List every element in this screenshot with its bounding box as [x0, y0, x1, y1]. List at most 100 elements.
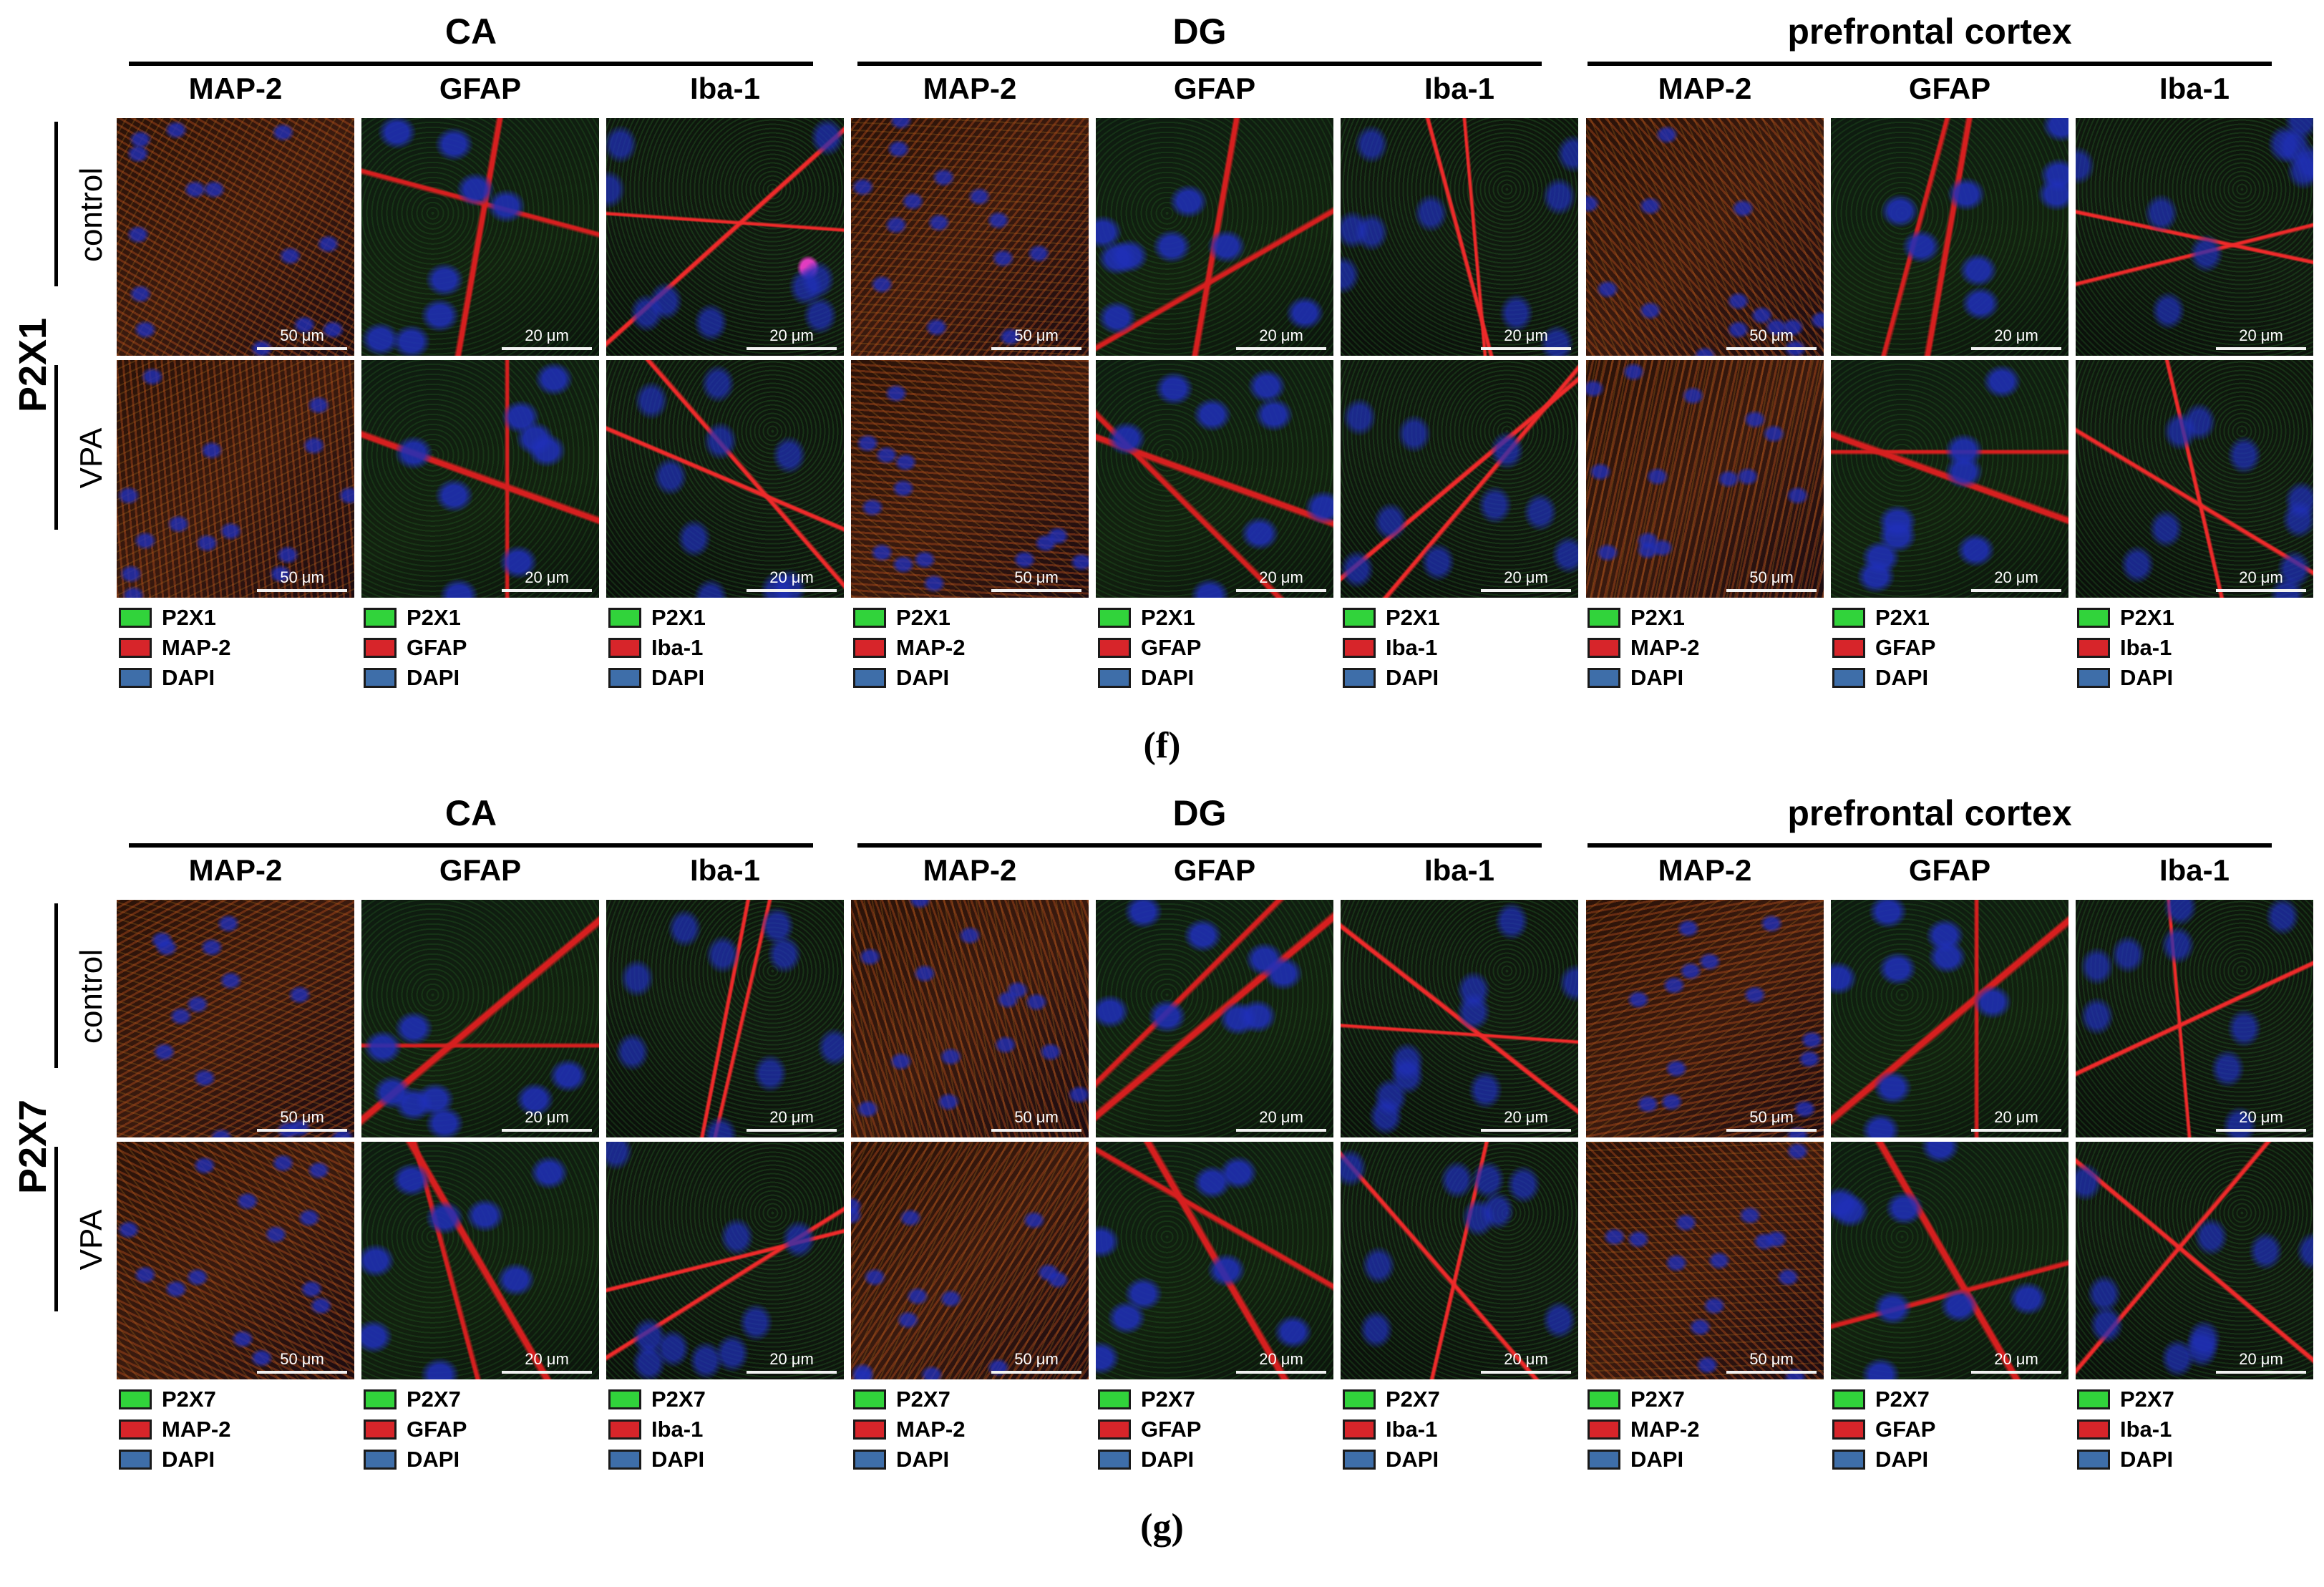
scale-bar-label: 20 μm	[769, 1108, 814, 1126]
legend-label: DAPI	[2120, 665, 2174, 690]
legend-item: P2X1	[364, 603, 600, 633]
channel-legend: P2X7 Iba-1 DAPI	[608, 1384, 845, 1475]
legend-item: DAPI	[119, 1445, 355, 1475]
marker-header: MAP-2	[188, 853, 283, 887]
channel-legend: P2X1 Iba-1 DAPI	[608, 603, 845, 693]
scale-bar-label: 20 μm	[2239, 1108, 2283, 1126]
legend-label: DAPI	[1386, 1447, 1439, 1472]
legend-item: DAPI	[119, 663, 355, 693]
legend-swatch	[364, 638, 397, 658]
scale-bar: 20 μm	[502, 569, 592, 592]
legend-item: P2X1	[2077, 603, 2313, 633]
legend-swatch	[1098, 1450, 1131, 1470]
legend-item: Iba-1	[608, 1414, 845, 1445]
micrograph-dg-map-2-VPA: 50 μm	[851, 360, 1089, 598]
micrograph-image	[1096, 900, 1333, 1137]
marker-header: Iba-1	[2159, 72, 2230, 105]
legend-swatch	[2077, 668, 2110, 688]
micrograph-image	[1096, 1142, 1333, 1379]
micrograph-image	[2076, 360, 2313, 598]
micrograph-prefrontal-cortex-gfap-control: 20 μm	[1831, 118, 2068, 356]
channel-legend: P2X1 Iba-1 DAPI	[1343, 603, 1579, 693]
legend-label: P2X7	[407, 1387, 461, 1412]
legend-swatch	[1098, 638, 1131, 658]
legend-label: MAP-2	[896, 1417, 966, 1442]
legend-item: P2X7	[2077, 1384, 2313, 1414]
scale-bar-line	[257, 1371, 347, 1374]
channel-legend: P2X1 GFAP DAPI	[1098, 603, 1334, 693]
channel-legend: P2X7 MAP-2 DAPI	[853, 1384, 1089, 1475]
scale-bar-line	[1481, 589, 1571, 592]
micrograph-dg-gfap-control: 20 μm	[1096, 900, 1333, 1137]
scale-bar: 20 μm	[2216, 1109, 2306, 1132]
scale-bar-line	[1236, 1371, 1326, 1374]
legend-label: Iba-1	[2120, 635, 2172, 660]
micrograph-dg-map-2-control: 50 μm	[851, 118, 1089, 356]
legend-label: Iba-1	[1386, 635, 1438, 660]
region-title: DG	[1172, 11, 1227, 52]
condition-label-text: VPA	[74, 427, 109, 489]
region-title: DG	[1172, 793, 1227, 833]
legend-item: Iba-1	[2077, 1414, 2313, 1445]
scale-bar-line	[1726, 1371, 1817, 1374]
scale-bar-label: 50 μm	[280, 1350, 324, 1368]
scale-bar-label: 20 μm	[525, 1108, 569, 1126]
scale-bar-line	[991, 347, 1081, 350]
scale-bar-line	[1236, 589, 1326, 592]
scale-bar: 50 μm	[991, 327, 1081, 350]
micrograph-image	[361, 360, 599, 598]
marker-header: MAP-2	[1658, 72, 1752, 105]
condition-label-text: control	[74, 948, 109, 1044]
legend-label: P2X1	[896, 605, 950, 630]
legend-label: MAP-2	[1630, 635, 1700, 660]
scale-bar: 20 μm	[1971, 1351, 2061, 1374]
scale-bar-label: 20 μm	[1994, 326, 2038, 344]
legend-item: Iba-1	[2077, 633, 2313, 663]
micrograph-dg-gfap-VPA: 20 μm	[1096, 1142, 1333, 1379]
micrograph-image	[361, 900, 599, 1137]
scale-bar-line	[747, 1371, 837, 1374]
legend-swatch	[1832, 1419, 1865, 1440]
legend-swatch	[1588, 668, 1620, 688]
scale-bar: 20 μm	[2216, 569, 2306, 592]
legend-label: P2X1	[1630, 605, 1685, 630]
legend-label: DAPI	[407, 1447, 460, 1472]
scale-bar-line	[1971, 1371, 2061, 1374]
condition-bracket	[54, 365, 58, 530]
region-underline	[857, 62, 1542, 66]
legend-label: DAPI	[1141, 1447, 1195, 1472]
legend-item: DAPI	[364, 663, 600, 693]
legend-item: P2X1	[853, 603, 1089, 633]
marker-header: MAP-2	[923, 72, 1017, 105]
legend-label: Iba-1	[651, 1417, 704, 1442]
condition-label-text: VPA	[74, 1209, 109, 1271]
scale-bar-line	[1481, 1129, 1571, 1132]
scale-bar: 20 μm	[1971, 327, 2061, 350]
figure-caption: (g)	[1140, 1507, 1184, 1548]
scale-bar-label: 50 μm	[280, 1108, 324, 1126]
channel-legend: P2X7 GFAP DAPI	[364, 1384, 600, 1475]
legend-swatch	[2077, 1450, 2110, 1470]
scale-bar-line	[502, 589, 592, 592]
scale-bar-line	[1726, 589, 1817, 592]
micrograph-image	[851, 1142, 1089, 1379]
legend-swatch	[119, 638, 152, 658]
marker-header: GFAP	[1908, 853, 1991, 887]
scale-bar: 20 μm	[1236, 1109, 1326, 1132]
legend-item: DAPI	[2077, 1445, 2313, 1475]
legend-swatch	[1343, 668, 1376, 688]
legend-item: DAPI	[1343, 663, 1579, 693]
micrograph-image	[1831, 900, 2068, 1137]
legend-label: P2X1	[651, 605, 706, 630]
region-underline	[129, 843, 813, 848]
legend-label: P2X7	[2120, 1387, 2174, 1412]
legend-swatch	[2077, 638, 2110, 658]
condition-label: control	[66, 889, 117, 1104]
legend-label: Iba-1	[2120, 1417, 2172, 1442]
scale-bar: 20 μm	[1971, 1109, 2061, 1132]
legend-label: P2X7	[651, 1387, 706, 1412]
condition-label: control	[66, 107, 117, 322]
scale-bar-label: 50 μm	[1014, 1350, 1059, 1368]
legend-item: P2X7	[1343, 1384, 1579, 1414]
micrograph-prefrontal-cortex-iba-1-VPA: 20 μm	[2076, 360, 2313, 598]
